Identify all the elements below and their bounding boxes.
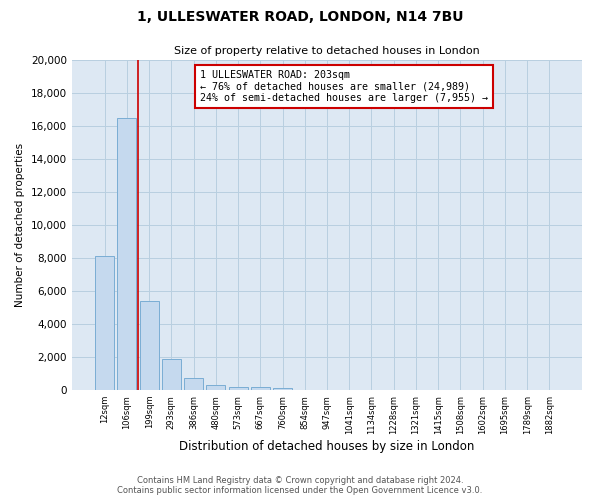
Text: Contains HM Land Registry data © Crown copyright and database right 2024.
Contai: Contains HM Land Registry data © Crown c…	[118, 476, 482, 495]
Bar	[206, 384, 225, 390]
Bar	[162, 358, 181, 390]
Bar	[229, 386, 248, 390]
Bar	[140, 301, 158, 390]
Bar	[118, 118, 136, 390]
Y-axis label: Number of detached properties: Number of detached properties	[16, 143, 25, 307]
Title: Size of property relative to detached houses in London: Size of property relative to detached ho…	[174, 46, 480, 56]
Text: 1, ULLESWATER ROAD, LONDON, N14 7BU: 1, ULLESWATER ROAD, LONDON, N14 7BU	[137, 10, 463, 24]
Bar	[251, 387, 270, 390]
Bar	[273, 388, 292, 390]
X-axis label: Distribution of detached houses by size in London: Distribution of detached houses by size …	[179, 440, 475, 452]
Bar	[95, 256, 114, 390]
Text: 1 ULLESWATER ROAD: 203sqm
← 76% of detached houses are smaller (24,989)
24% of s: 1 ULLESWATER ROAD: 203sqm ← 76% of detac…	[199, 70, 487, 103]
Bar	[184, 378, 203, 390]
